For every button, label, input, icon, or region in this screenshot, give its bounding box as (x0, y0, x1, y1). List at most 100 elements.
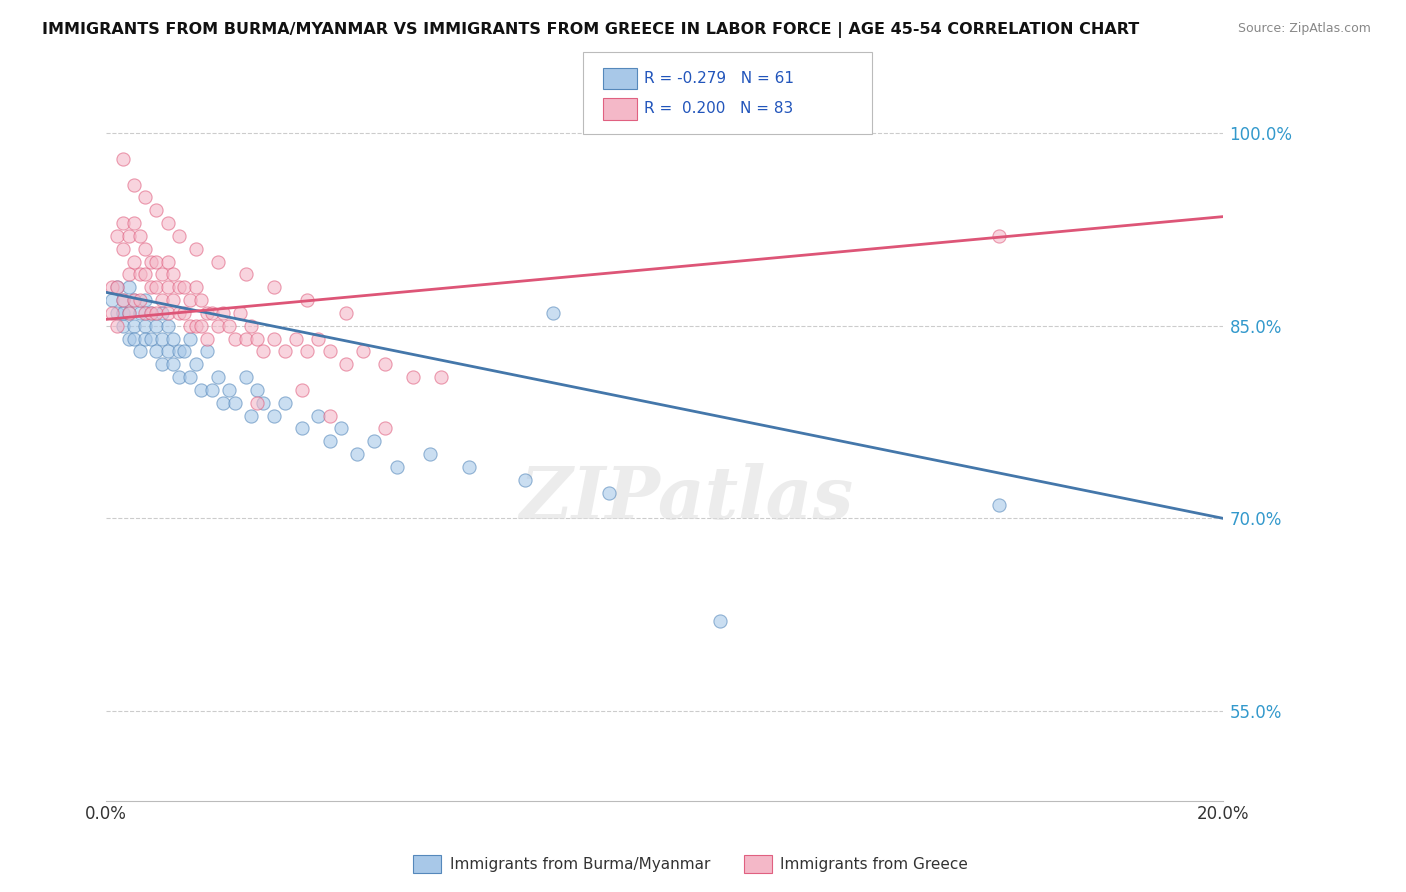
Point (212, 306, 235, 320)
Point (374, 421, 396, 435)
Point (111, 318, 134, 333)
Point (173, 280, 195, 294)
Point (156, 306, 179, 320)
Point (145, 306, 167, 320)
Point (111, 306, 134, 320)
Point (285, 332, 308, 346)
Point (128, 306, 150, 320)
Point (229, 306, 252, 320)
Point (430, 370, 453, 384)
Point (263, 280, 285, 294)
Point (167, 306, 190, 320)
Point (291, 383, 314, 397)
Point (145, 254, 167, 268)
Point (195, 344, 218, 359)
Point (156, 344, 179, 359)
Point (252, 344, 274, 359)
Point (128, 228, 150, 243)
Point (307, 409, 329, 423)
Point (988, 228, 1011, 243)
Point (122, 254, 145, 268)
Point (263, 332, 285, 346)
Point (145, 344, 167, 359)
Point (117, 306, 139, 320)
Point (190, 293, 212, 307)
Point (117, 228, 139, 243)
Point (150, 293, 173, 307)
Point (385, 459, 408, 474)
Point (402, 370, 425, 384)
Point (246, 383, 269, 397)
Point (162, 357, 184, 371)
Point (162, 268, 184, 282)
Point (212, 396, 235, 410)
Point (117, 306, 139, 320)
Point (246, 396, 269, 410)
Point (150, 332, 173, 346)
Point (195, 332, 218, 346)
Point (218, 318, 240, 333)
Text: ZIPatlas: ZIPatlas (520, 463, 853, 534)
Point (134, 242, 156, 256)
Point (145, 318, 167, 333)
Point (150, 357, 173, 371)
Point (988, 499, 1011, 513)
Point (363, 434, 385, 449)
Point (122, 332, 145, 346)
Point (513, 473, 536, 487)
Point (179, 370, 201, 384)
Point (201, 383, 224, 397)
Point (235, 332, 257, 346)
Point (117, 332, 139, 346)
Point (162, 293, 184, 307)
Point (335, 357, 357, 371)
Point (173, 344, 195, 359)
Point (190, 318, 212, 333)
Text: IMMIGRANTS FROM BURMA/MYANMAR VS IMMIGRANTS FROM GREECE IN LABOR FORCE | AGE 45-: IMMIGRANTS FROM BURMA/MYANMAR VS IMMIGRA… (42, 22, 1139, 38)
Point (139, 254, 162, 268)
Point (111, 216, 134, 230)
Point (318, 344, 340, 359)
Point (419, 447, 441, 461)
Point (184, 318, 207, 333)
Point (167, 344, 190, 359)
Point (134, 190, 156, 204)
Point (184, 280, 207, 294)
Point (207, 370, 229, 384)
Point (150, 306, 173, 320)
Point (122, 178, 145, 192)
Point (207, 318, 229, 333)
Point (122, 293, 145, 307)
Point (145, 203, 167, 218)
Point (346, 447, 368, 461)
Point (709, 614, 731, 628)
Point (101, 293, 124, 307)
Point (139, 306, 162, 320)
Point (179, 318, 201, 333)
Text: Source: ZipAtlas.com: Source: ZipAtlas.com (1237, 22, 1371, 36)
Point (156, 318, 179, 333)
Point (156, 254, 179, 268)
Point (122, 216, 145, 230)
Point (207, 254, 229, 268)
Point (107, 228, 129, 243)
Point (184, 242, 207, 256)
Point (167, 370, 190, 384)
Point (167, 280, 190, 294)
Point (173, 306, 195, 320)
Point (117, 280, 139, 294)
Point (150, 268, 173, 282)
Point (128, 268, 150, 282)
Point (107, 318, 129, 333)
Point (318, 409, 340, 423)
Point (224, 332, 246, 346)
Point (134, 293, 156, 307)
Text: R = -0.279   N = 61: R = -0.279 N = 61 (644, 71, 794, 86)
Point (329, 421, 352, 435)
Point (128, 293, 150, 307)
Point (252, 396, 274, 410)
Point (263, 409, 285, 423)
Point (190, 383, 212, 397)
Point (184, 357, 207, 371)
Point (101, 306, 124, 320)
